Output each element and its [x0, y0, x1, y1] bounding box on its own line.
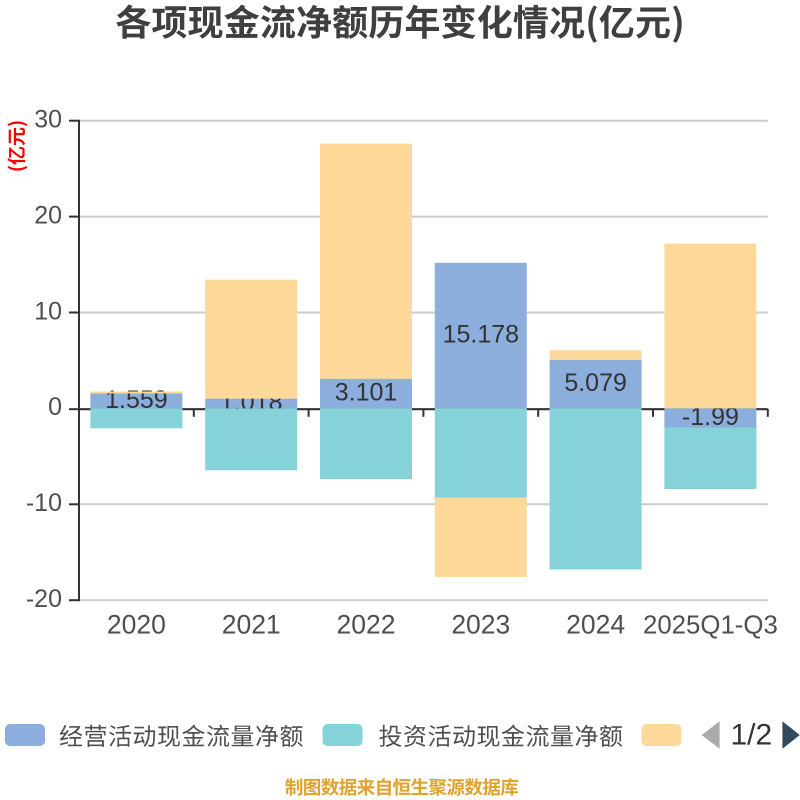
svg-text:1/2: 1/2 [730, 719, 772, 752]
svg-text:5.079: 5.079 [564, 369, 627, 397]
svg-text:15.178: 15.178 [443, 321, 519, 349]
svg-text:20: 20 [34, 201, 62, 229]
svg-text:-20: -20 [26, 585, 62, 613]
svg-text:2023: 2023 [451, 609, 510, 639]
svg-text:30: 30 [34, 106, 62, 134]
svg-text:10: 10 [34, 297, 62, 325]
svg-text:0: 0 [48, 393, 62, 421]
svg-text:2025Q1-Q3: 2025Q1-Q3 [643, 611, 778, 639]
svg-text:3.101: 3.101 [335, 379, 398, 407]
svg-text:2024: 2024 [566, 609, 625, 639]
svg-text:2020: 2020 [107, 609, 166, 639]
svg-text:-10: -10 [26, 489, 62, 517]
svg-text:2022: 2022 [337, 609, 396, 639]
svg-text:2021: 2021 [222, 609, 281, 639]
